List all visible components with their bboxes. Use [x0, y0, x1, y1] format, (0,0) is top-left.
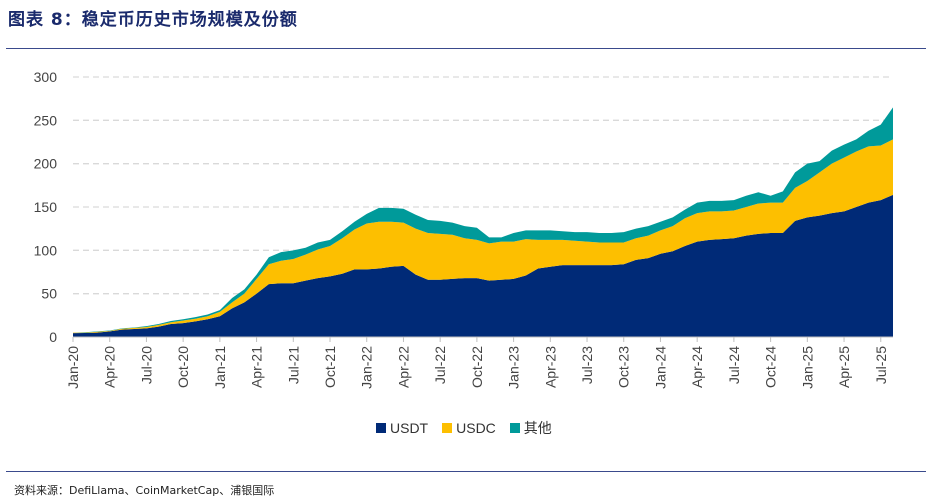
- x-tick-label: Jul-21: [285, 346, 301, 384]
- x-tick-label: Oct-24: [763, 346, 779, 388]
- stacked-area-chart: 0 50 100 150 200 250 300 Jan-20 Apr-20 Jul-20 Oct-…: [34, 69, 893, 389]
- x-tick-label: Oct-21: [322, 346, 338, 388]
- y-tick-label: 50: [41, 286, 57, 302]
- area-series-USDC: [73, 139, 893, 334]
- y-tick-label: 300: [34, 69, 58, 85]
- x-tick-label: Jul-25: [873, 346, 889, 384]
- x-tick-label: Jan-22: [359, 346, 375, 389]
- x-tick-label: Jan-23: [506, 346, 522, 389]
- x-tick-label: Oct-23: [616, 346, 632, 388]
- legend-item-usdt: USDT: [376, 420, 428, 436]
- x-tick-label: Apr-21: [249, 346, 265, 388]
- y-tick-label: 150: [34, 199, 58, 215]
- legend-swatch-usdt: [376, 423, 386, 433]
- legend-item-usdc: USDC: [442, 420, 496, 436]
- x-tick-label: Apr-22: [395, 346, 411, 388]
- x-tick-label: Jul-20: [138, 346, 154, 384]
- x-tick-label: Jul-24: [726, 346, 742, 384]
- x-tick-label: Apr-23: [542, 346, 558, 388]
- x-tick-label: Jan-24: [652, 346, 668, 389]
- y-tick-label: 200: [34, 156, 58, 172]
- footer-divider: [6, 471, 926, 472]
- x-tick-label: Jan-21: [212, 346, 228, 389]
- x-tick-label: Jul-22: [432, 346, 448, 384]
- source-note: 资料来源：DefiLlama、CoinMarketCap、浦银国际: [14, 484, 275, 497]
- x-tick-label: Apr-25: [836, 346, 852, 388]
- legend-item-other: 其他: [509, 418, 552, 438]
- chart-legend: USDT USDC 其他: [376, 418, 552, 438]
- x-tick-label: Jul-23: [579, 346, 595, 384]
- legend-label-usdc: USDC: [456, 420, 496, 436]
- legend-label-other: 其他: [523, 420, 552, 436]
- y-tick-label: 100: [34, 242, 58, 258]
- x-tick-label: Jan-25: [799, 346, 815, 389]
- area-series-USDT: [73, 194, 893, 337]
- legend-swatch-usdc: [442, 423, 453, 433]
- x-tick-label: Jan-20: [65, 346, 81, 389]
- x-tick-label: Oct-22: [469, 346, 485, 388]
- y-tick-label: 0: [49, 329, 57, 345]
- x-tick-label: Apr-20: [102, 346, 118, 388]
- x-tick-label: Oct-20: [175, 346, 191, 388]
- legend-label-usdt: USDT: [390, 420, 429, 436]
- figure-title: 图表 8：稳定币历史市场规模及份额: [8, 10, 298, 30]
- y-tick-label: 250: [34, 112, 58, 128]
- title-divider: [6, 48, 926, 49]
- legend-swatch-other: [509, 423, 520, 433]
- x-tick-label: Apr-24: [689, 346, 705, 388]
